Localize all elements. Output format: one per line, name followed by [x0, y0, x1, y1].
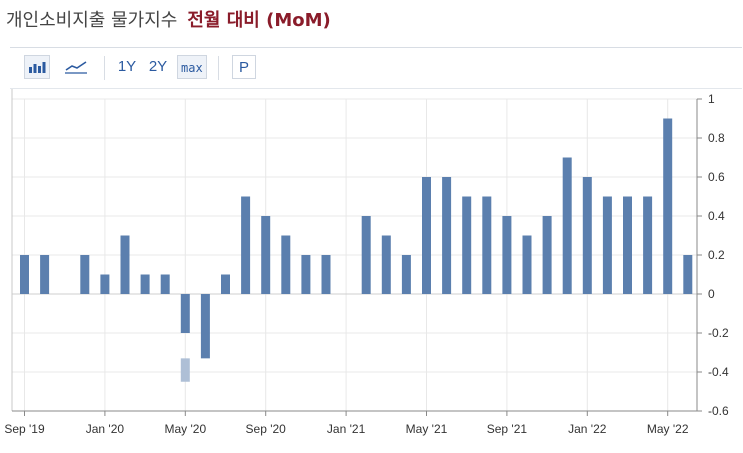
bar — [482, 196, 492, 294]
y-tick-labels: 1 0.8 0.6 0.4 0.2 0 -0.2 -0.4 -0.6 — [708, 92, 729, 418]
bar — [321, 255, 331, 294]
x-tick-label: Sep '21 — [487, 422, 528, 436]
y-tick-label: -0.4 — [708, 365, 729, 379]
bar — [221, 274, 230, 294]
bar-chart-icon-graphic — [29, 62, 46, 73]
y-tick-label: 0.6 — [708, 170, 725, 184]
range-1y-button[interactable]: 1Y — [117, 58, 137, 75]
bar — [140, 274, 150, 294]
bar-series — [20, 118, 693, 382]
x-tick-label: Jan '22 — [568, 422, 607, 436]
bar — [120, 235, 130, 294]
title-main: 개인소비지출 물가지수 — [6, 10, 178, 31]
bar-chart-icon[interactable] — [24, 55, 50, 79]
toolbar-divider — [218, 56, 219, 80]
y-tick-label: 0.2 — [708, 248, 725, 262]
bar — [522, 235, 532, 294]
bar — [582, 177, 592, 294]
bar — [100, 274, 110, 294]
bar — [542, 216, 552, 294]
bar — [160, 274, 170, 294]
title-sub: 전월 대비 (MoM) — [187, 10, 331, 31]
bar — [301, 255, 311, 294]
x-tick-label: Jan '20 — [86, 422, 125, 436]
bar — [602, 196, 612, 294]
bar — [502, 216, 512, 294]
y-tick-label: -0.2 — [708, 326, 729, 340]
bar — [683, 255, 693, 294]
bar — [663, 118, 673, 294]
line-chart-icon[interactable] — [62, 55, 90, 79]
bar — [80, 255, 90, 294]
x-tick-label: May '21 — [406, 422, 448, 436]
bar — [200, 294, 210, 359]
x-tick-labels: Sep '19 Jan '20 May '20 Sep '20 Jan '21 May '… — [4, 422, 689, 436]
y-tick-label: 0 — [708, 287, 715, 301]
bar — [643, 196, 653, 294]
bar — [623, 196, 632, 294]
y-tick-label: 0.8 — [708, 131, 725, 145]
y-tick-label: 1 — [708, 92, 715, 106]
bar-extension — [180, 358, 190, 382]
y-tick-label: -0.6 — [708, 404, 729, 418]
x-tick-label: Jan '21 — [327, 422, 366, 436]
bar — [442, 177, 452, 294]
bar — [401, 255, 411, 294]
chart-title: 개인소비지출 물가지수 전월 대비 (MoM) — [6, 6, 331, 36]
bar — [462, 196, 472, 294]
bar — [422, 177, 431, 294]
x-tick-label: Sep '19 — [4, 422, 45, 436]
grid-lines — [12, 98, 697, 412]
x-tick-label: May '22 — [647, 422, 689, 436]
bar — [241, 196, 251, 294]
chart-axes — [11, 89, 702, 416]
bar — [281, 235, 291, 294]
x-tick-label: May '20 — [164, 422, 206, 436]
bar — [180, 294, 190, 333]
range-2y-button[interactable]: 2Y — [148, 58, 168, 75]
x-tick-label: Sep '20 — [246, 422, 287, 436]
bar — [40, 255, 50, 294]
line-chart-icon-graphic — [65, 61, 87, 74]
range-max-button[interactable]: max — [177, 55, 207, 79]
bar — [20, 255, 29, 294]
bar — [562, 157, 572, 294]
y-tick-label: 0.4 — [708, 209, 725, 223]
toolbar-divider — [104, 56, 105, 80]
bar — [261, 216, 271, 294]
bar — [381, 235, 391, 294]
bar — [361, 216, 371, 294]
p-button[interactable]: P — [232, 55, 256, 79]
chart-toolbar: 1Y 2Y max P — [10, 47, 742, 89]
